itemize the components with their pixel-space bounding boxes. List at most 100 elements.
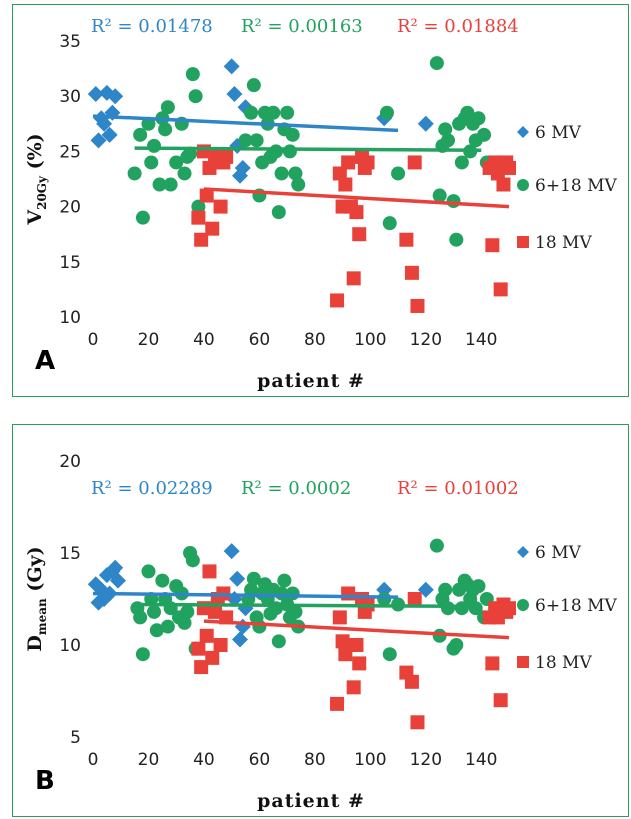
data-point-6-18mv: [246, 571, 261, 586]
data-point-6-18mv: [135, 647, 150, 662]
legend-label: 18 MV: [535, 233, 592, 253]
data-point-6-18mv: [438, 122, 453, 137]
y-tick-label: 15: [59, 253, 81, 273]
r-squared-label: R² = 0.01002: [397, 478, 519, 499]
data-point-6-18mv: [135, 210, 150, 225]
data-point-6-18mv: [429, 538, 444, 553]
data-point-6-18mv: [266, 105, 281, 120]
data-point-6-18mv: [163, 177, 178, 192]
data-point-6-18mv: [271, 634, 286, 649]
r-squared-label: R² = 0.01478: [91, 16, 213, 37]
data-point-6-18mv: [471, 111, 486, 126]
legend-label: 6+18 MV: [535, 176, 618, 196]
data-point-6mv: [234, 618, 251, 635]
data-point-6mv: [223, 543, 240, 560]
panel-label: B: [35, 766, 55, 796]
y-axis-title: Dmean (Gy): [24, 546, 49, 651]
data-point-6-18mv: [280, 105, 295, 120]
data-point-6mv: [234, 159, 251, 176]
data-point-6-18mv: [440, 133, 455, 148]
data-point-18mv: [202, 564, 217, 579]
data-point-18mv: [205, 221, 220, 236]
data-point-6-18mv: [440, 601, 455, 616]
x-tick-label: 0: [88, 330, 99, 350]
data-point-6-18mv: [477, 127, 492, 142]
y-tick-label: 20: [59, 452, 81, 472]
y-tick-label: 10: [59, 636, 81, 656]
trend-line-18mv: [203, 619, 510, 640]
data-point-6-18mv: [288, 604, 303, 619]
y-axis-title-main: D: [24, 635, 46, 651]
panel-label: A: [35, 346, 55, 376]
legend-label: 18 MV: [535, 653, 592, 673]
data-point-18mv: [407, 155, 422, 170]
x-tick-label: 40: [193, 330, 215, 350]
data-point-6-18mv: [252, 619, 267, 634]
data-point-6-18mv: [269, 144, 284, 159]
y-tick-label: 5: [70, 728, 81, 748]
data-point-6-18mv: [460, 105, 475, 120]
data-point-18mv: [219, 149, 234, 164]
data-point-18mv: [352, 227, 367, 242]
data-point-18mv: [341, 586, 356, 601]
y-tick-label: 35: [59, 32, 81, 52]
data-point-18mv: [349, 638, 364, 652]
data-point-6mv: [226, 85, 243, 102]
data-point-18mv: [496, 177, 511, 192]
data-point-6-18mv: [238, 133, 253, 148]
data-point-6-18mv: [152, 177, 167, 192]
data-point-6-18mv: [177, 615, 192, 630]
data-point-6mv: [109, 572, 126, 589]
data-point-18mv: [493, 282, 508, 297]
data-point-6-18mv: [271, 205, 286, 220]
data-point-18mv: [191, 641, 206, 656]
x-tick-label: 140: [465, 750, 497, 770]
scatter-plot-b: 5 10 15 20 0 20 40 60 80 100 120 140 patient # Dmean …: [24, 452, 618, 812]
data-point-18mv: [338, 177, 353, 192]
data-point-18mv: [485, 238, 500, 253]
data-point-18mv: [502, 601, 516, 616]
data-point-18mv: [332, 166, 347, 181]
legend-marker-18mv: [517, 236, 529, 248]
x-tick-label: 80: [304, 750, 326, 770]
data-point-6mv: [87, 85, 104, 102]
x-tick-label: 60: [249, 330, 271, 350]
legend-marker-6-18mv: [517, 599, 529, 611]
y-tick-label: 25: [59, 142, 81, 162]
legend-marker-6-18mv: [517, 179, 529, 191]
data-point-6-18mv: [379, 105, 394, 120]
data-point-18mv: [194, 232, 209, 247]
x-tick-label: 60: [249, 750, 271, 770]
trend-line-6-18mv: [134, 602, 482, 609]
data-point-6-18mv: [185, 553, 200, 568]
data-point-18mv: [410, 715, 425, 730]
data-point-6mv: [231, 631, 248, 648]
data-point-6-18mv: [446, 194, 461, 209]
data-point-18mv: [208, 604, 223, 619]
data-point-18mv: [493, 693, 508, 708]
data-point-6-18mv: [160, 619, 175, 634]
data-point-6mv: [87, 576, 104, 593]
data-point-6-18mv: [155, 573, 170, 588]
chart-panel-b: 5 10 15 20 0 20 40 60 80 100 120 140 patient # Dmean …: [12, 424, 629, 817]
data-point-6-18mv: [449, 232, 464, 247]
data-point-6-18mv: [180, 604, 195, 619]
legend-label: 6 MV: [535, 543, 582, 563]
legend-label: 6+18 MV: [535, 596, 618, 616]
data-point-18mv: [407, 592, 422, 606]
scatter-plot-a: 10 15 20 25 30 35 0 20 40 60 80 100 120 140 patient # V…: [24, 16, 618, 392]
data-point-6-18mv: [141, 564, 156, 579]
trend-line-18mv: [203, 187, 510, 209]
data-point-6-18mv: [382, 647, 397, 662]
data-point-6-18mv: [169, 155, 184, 170]
y-axis-title-tail: (Gy): [24, 546, 46, 598]
data-point-6-18mv: [285, 127, 300, 142]
x-tick-label: 20: [138, 330, 160, 350]
data-point-6-18mv: [471, 579, 486, 594]
data-point-6-18mv: [244, 105, 259, 120]
data-point-6mv: [90, 132, 107, 149]
y-axis-title: V20Gy (%): [24, 133, 49, 225]
data-point-18mv: [349, 205, 364, 220]
data-point-18mv: [199, 188, 214, 203]
y-axis-title-main: V: [24, 209, 46, 226]
